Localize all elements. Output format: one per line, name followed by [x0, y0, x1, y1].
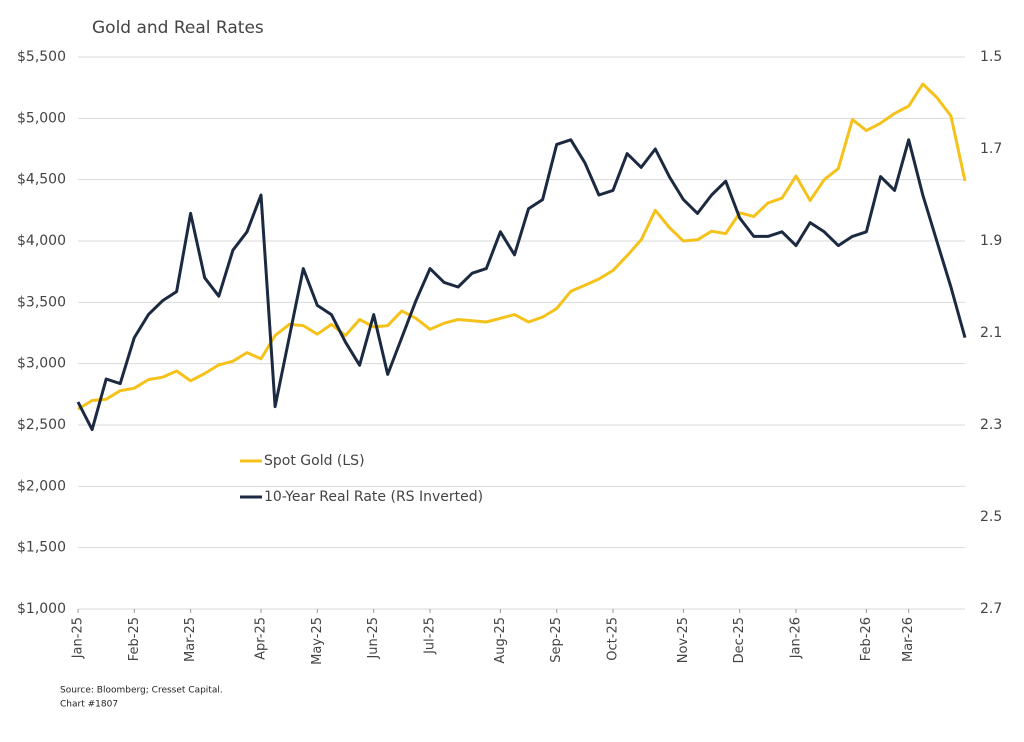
series-line	[76, 138, 967, 432]
x-tick-label: Jan-25	[71, 617, 86, 659]
x-tick-label: Feb-26	[859, 617, 874, 661]
x-tick-label: May-25	[310, 617, 325, 665]
y2-tick-label: 2.1	[980, 325, 1002, 341]
chart-title: Gold and Real Rates	[92, 18, 264, 38]
y-tick-label: $5,000	[17, 110, 66, 126]
x-tick-label: Jun-25	[366, 617, 381, 660]
y-tick-label: $3,000	[17, 356, 66, 372]
x-tick-label: Jul-25	[422, 617, 437, 655]
x-tick-label: Jan-26	[789, 617, 804, 659]
x-tick-label: Aug-25	[493, 617, 508, 664]
y2-tick-label: 1.7	[980, 141, 1002, 157]
y-tick-label: $2,000	[17, 478, 66, 494]
legend-label: Spot Gold (LS)	[264, 453, 365, 469]
y2-tick-label: 2.7	[980, 601, 1002, 617]
x-tick-label: Oct-25	[606, 617, 621, 661]
y-tick-label: $5,500	[17, 49, 66, 65]
x-tick-label: Mar-26	[901, 617, 916, 662]
x-tick-label: Feb-25	[127, 617, 142, 661]
x-tick-label: Apr-25	[254, 617, 269, 660]
y-tick-label: $1,500	[17, 540, 66, 556]
source-note: Source: Bloomberg; Cresset Capital.	[60, 686, 223, 696]
y2-tick-label: 2.5	[980, 509, 1002, 525]
chart-id: Chart #1807	[60, 700, 118, 710]
y-tick-label: $1,000	[17, 601, 66, 617]
x-tick-label: Sep-25	[549, 617, 564, 663]
series-line	[77, 82, 967, 411]
y-tick-label: $2,500	[17, 417, 66, 433]
y-tick-label: $4,000	[17, 233, 66, 249]
y2-tick-label: 1.5	[980, 49, 1002, 65]
y2-tick-label: 1.9	[980, 233, 1002, 249]
x-tick-label: Dec-25	[732, 617, 747, 663]
y2-tick-label: 2.3	[980, 417, 1002, 433]
x-tick-label: Mar-25	[183, 617, 198, 662]
x-tick-label: Nov-25	[676, 617, 691, 663]
legend-label: 10-Year Real Rate (RS Inverted)	[264, 489, 483, 505]
y-tick-label: $4,500	[17, 172, 66, 188]
y-tick-label: $3,500	[17, 294, 66, 310]
